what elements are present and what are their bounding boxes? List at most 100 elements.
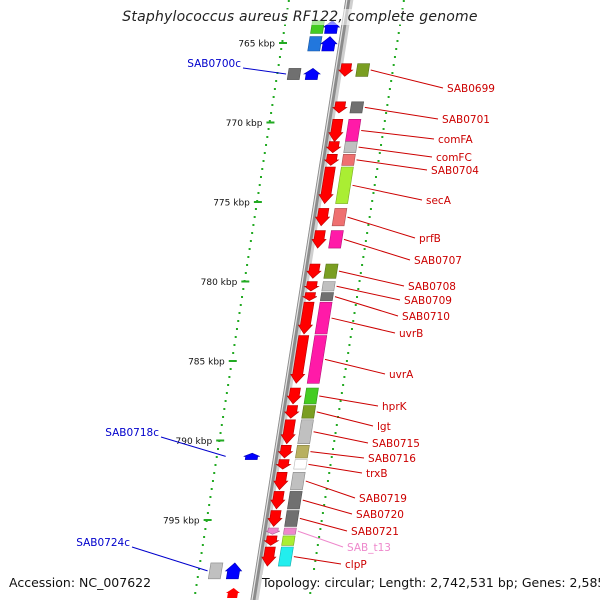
left-track-dot [266, 136, 269, 138]
forward-gene-arrow [273, 471, 289, 491]
right-track-dot [393, 56, 396, 58]
right-track-dot [344, 368, 347, 370]
right-track-dot [343, 376, 346, 378]
left-track-dot [273, 88, 276, 90]
label-leader-line [356, 159, 428, 171]
right-track-dot [329, 464, 332, 466]
scale-tick-label: 765 kbp [238, 40, 275, 50]
forward-gene-arrow [301, 292, 318, 301]
scale-tick-label: 770 kbp [226, 119, 263, 129]
left-track-dot [208, 504, 211, 506]
right-track-dot [380, 144, 383, 146]
label-leader-line [131, 546, 208, 572]
left-track-dot [229, 368, 232, 370]
forward-gene-arrow [318, 166, 336, 205]
gene-label: SAB0701 [442, 114, 490, 126]
gene-category-bar [297, 419, 314, 445]
right-track-dot [386, 104, 389, 106]
right-track-dot [358, 280, 361, 282]
left-track-dot [223, 408, 226, 410]
left-track-dot [268, 120, 271, 122]
forward-gene-arrow [275, 459, 292, 470]
right-track-dot [367, 224, 370, 226]
right-track-dot [345, 360, 348, 362]
right-track-dot [335, 424, 338, 426]
forward-gene-arrow [261, 546, 277, 567]
right-track-dot [316, 544, 319, 546]
map-title: Staphylococcus aureus RF122, complete ge… [0, 9, 600, 25]
gene-label: SAB0707 [414, 255, 462, 267]
right-track-dot [366, 232, 369, 234]
right-track-dot [309, 592, 312, 594]
scale-ticks: 765 kbp 770 kbp 775 kbp 780 kbp 785 kbp 790 k… [163, 40, 287, 527]
left-track-dot [228, 376, 231, 378]
forward-gene-arrow [263, 535, 280, 546]
label-leader-line [370, 69, 444, 89]
left-track-dot [238, 312, 241, 314]
right-track-dot [354, 304, 357, 306]
gene-category-bar [207, 562, 224, 580]
label-leaders [131, 67, 444, 572]
right-track-dot [347, 352, 350, 354]
label-leader-line [308, 463, 363, 474]
gene-label: SAB0721 [351, 526, 399, 538]
gene-category-bar [301, 405, 317, 419]
left-track-dot [211, 480, 214, 482]
gene-category-bar [286, 68, 302, 80]
right-track-dot [371, 200, 374, 202]
label-leader-line [338, 270, 405, 287]
left-track-dot [246, 264, 249, 266]
left-track-dot [267, 128, 270, 130]
left-track-dot [196, 576, 199, 578]
right-track-dot [359, 272, 362, 274]
right-track-dot [320, 520, 323, 522]
right-track-dot [373, 184, 376, 186]
right-track-dot [378, 152, 381, 154]
left-track-dot [251, 232, 254, 234]
gene-label: SAB0715 [372, 438, 420, 450]
reverse-gene-arrow [303, 68, 321, 80]
label-leader-line [299, 517, 348, 532]
track-dots [194, 0, 405, 594]
right-track-dot [362, 256, 365, 258]
gene-category-bar [283, 527, 297, 535]
gene-label: SAB0709 [404, 295, 452, 307]
right-track-dot [319, 528, 322, 530]
gene-category-bar [321, 281, 336, 292]
left-track-dot [205, 520, 208, 522]
left-track-dot [215, 456, 218, 458]
right-track-dot [349, 336, 352, 338]
left-track-dot [210, 488, 213, 490]
right-track-dot [350, 328, 353, 330]
gene-category-bar [341, 154, 356, 166]
label-leader-line [331, 317, 396, 334]
forward-gene-arrow [325, 141, 342, 154]
gene-category-bar [277, 546, 294, 567]
left-track-dot [257, 192, 260, 194]
right-track-dot [338, 408, 341, 410]
right-track-dot [369, 208, 372, 210]
gene-label: SAB0716 [368, 453, 416, 465]
label-leader-line [343, 238, 411, 261]
label-leader-line [336, 285, 401, 301]
gene-features [207, 20, 371, 598]
left-track-dot [282, 32, 285, 34]
right-track-dot [395, 48, 398, 50]
topology-text: Topology: circular; Length: 2,742,531 bp… [262, 575, 600, 590]
gene-category-bar [335, 166, 354, 204]
scale-tick-label: 780 kbp [201, 278, 238, 288]
gene-category-bar [319, 292, 334, 301]
left-track-dot [259, 176, 262, 178]
left-track-dot [232, 352, 235, 354]
left-track-dot [275, 80, 278, 82]
scale-tick-label: 790 kbp [176, 437, 213, 447]
left-track-dot [235, 328, 238, 330]
forward-gene-arrow [286, 387, 302, 405]
gene-category-bar [349, 101, 365, 114]
forward-gene-arrow [311, 230, 327, 249]
gene-label: SAB0720 [356, 509, 404, 521]
label-leader-line [305, 480, 356, 499]
gene-label: SAB0724c [76, 537, 130, 549]
right-track-dot [348, 344, 351, 346]
gene-category-bar [331, 208, 348, 227]
